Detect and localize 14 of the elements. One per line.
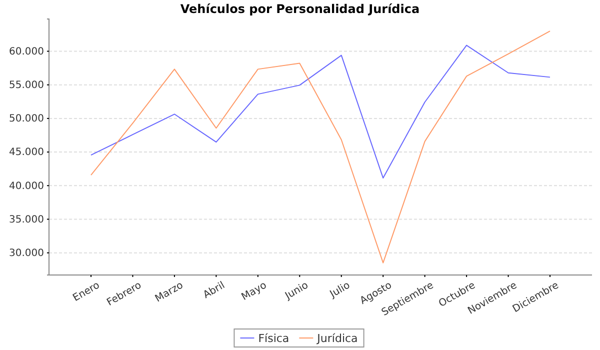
y-tick-label: 50.000 [9,114,44,125]
y-tick-label: 35.000 [9,214,44,226]
y-tick-label: 55.000 [9,80,44,92]
x-tick-label: Julio [328,280,352,301]
legend-label: Jurídica [316,332,358,345]
y-tick-label: 30.000 [9,248,44,260]
legend-label: Física [258,332,290,345]
y-tick-label: 60.000 [9,46,44,58]
line-series [90,44,550,178]
y-tick-label: 45.000 [9,147,44,158]
line-series [90,30,550,264]
chart-title: Vehículos por Personalidad Jurídica [180,2,420,16]
x-tick-label: Mayo [240,280,269,303]
y-tick-label: 40.000 [9,180,44,192]
